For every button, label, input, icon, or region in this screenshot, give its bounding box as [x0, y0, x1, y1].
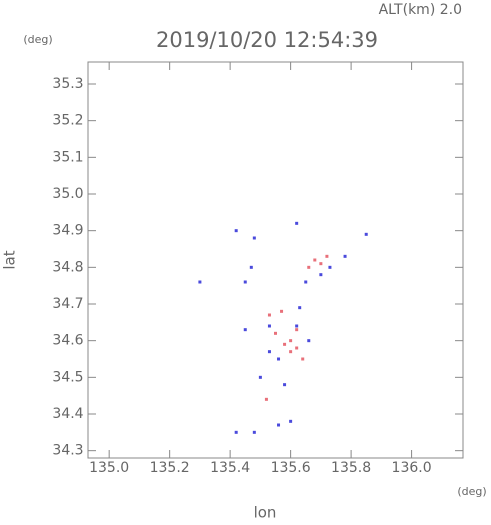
point	[283, 383, 287, 387]
point	[252, 430, 256, 434]
point	[325, 254, 329, 258]
point	[319, 262, 323, 266]
point	[243, 328, 247, 332]
y-tick-label: 34.5	[52, 369, 83, 385]
point	[267, 324, 271, 328]
y-tick-label: 34.9	[52, 223, 83, 239]
point	[343, 254, 347, 258]
x-tick-label: 135.6	[271, 460, 311, 476]
point	[307, 265, 311, 269]
point	[283, 342, 287, 346]
point	[289, 339, 293, 343]
point	[234, 229, 238, 233]
point	[280, 309, 284, 313]
x-tick-label: 135.8	[331, 460, 371, 476]
y-axis-label: lat	[1, 250, 19, 269]
y-unit: (deg)	[23, 33, 52, 46]
y-tick-label: 34.3	[52, 443, 83, 459]
point	[307, 339, 311, 343]
point	[295, 328, 299, 332]
point	[267, 313, 271, 317]
point	[295, 346, 299, 350]
x-tick-label: 136.0	[392, 460, 432, 476]
point	[328, 265, 332, 269]
plot-frame	[87, 61, 464, 459]
point	[277, 423, 281, 427]
y-tick-label: 34.7	[52, 296, 83, 312]
x-unit: (deg)	[457, 485, 486, 498]
point	[289, 419, 293, 423]
point	[198, 280, 202, 284]
point	[264, 397, 268, 401]
point	[295, 221, 299, 225]
point	[319, 273, 323, 277]
point	[267, 350, 271, 354]
point	[301, 357, 305, 361]
y-tick-label: 35.0	[52, 186, 83, 202]
x-axis-label: lon	[254, 504, 277, 522]
y-tick-label: 35.2	[52, 113, 83, 129]
point	[258, 375, 262, 379]
point	[295, 324, 299, 328]
point	[277, 357, 281, 361]
y-tick-label: 35.1	[52, 149, 83, 165]
point	[234, 430, 238, 434]
point	[289, 350, 293, 354]
point	[313, 258, 317, 262]
y-tick-label: 34.8	[52, 259, 83, 275]
point	[252, 236, 256, 240]
y-tick-label: 35.3	[52, 76, 83, 92]
y-tick-label: 34.6	[52, 333, 83, 349]
point	[243, 280, 247, 284]
x-tick-label: 135.2	[150, 460, 190, 476]
point	[249, 265, 253, 269]
x-tick-label: 135.4	[210, 460, 250, 476]
point	[364, 232, 368, 236]
chart-subtitle: ALT(km) 2.0	[379, 2, 462, 18]
point	[274, 331, 277, 335]
point	[298, 306, 302, 310]
x-tick-label: 135.0	[89, 460, 129, 476]
chart-title: 2019/10/20 12:54:39	[156, 28, 378, 52]
y-tick-label: 34.4	[52, 406, 83, 422]
point	[304, 280, 308, 284]
